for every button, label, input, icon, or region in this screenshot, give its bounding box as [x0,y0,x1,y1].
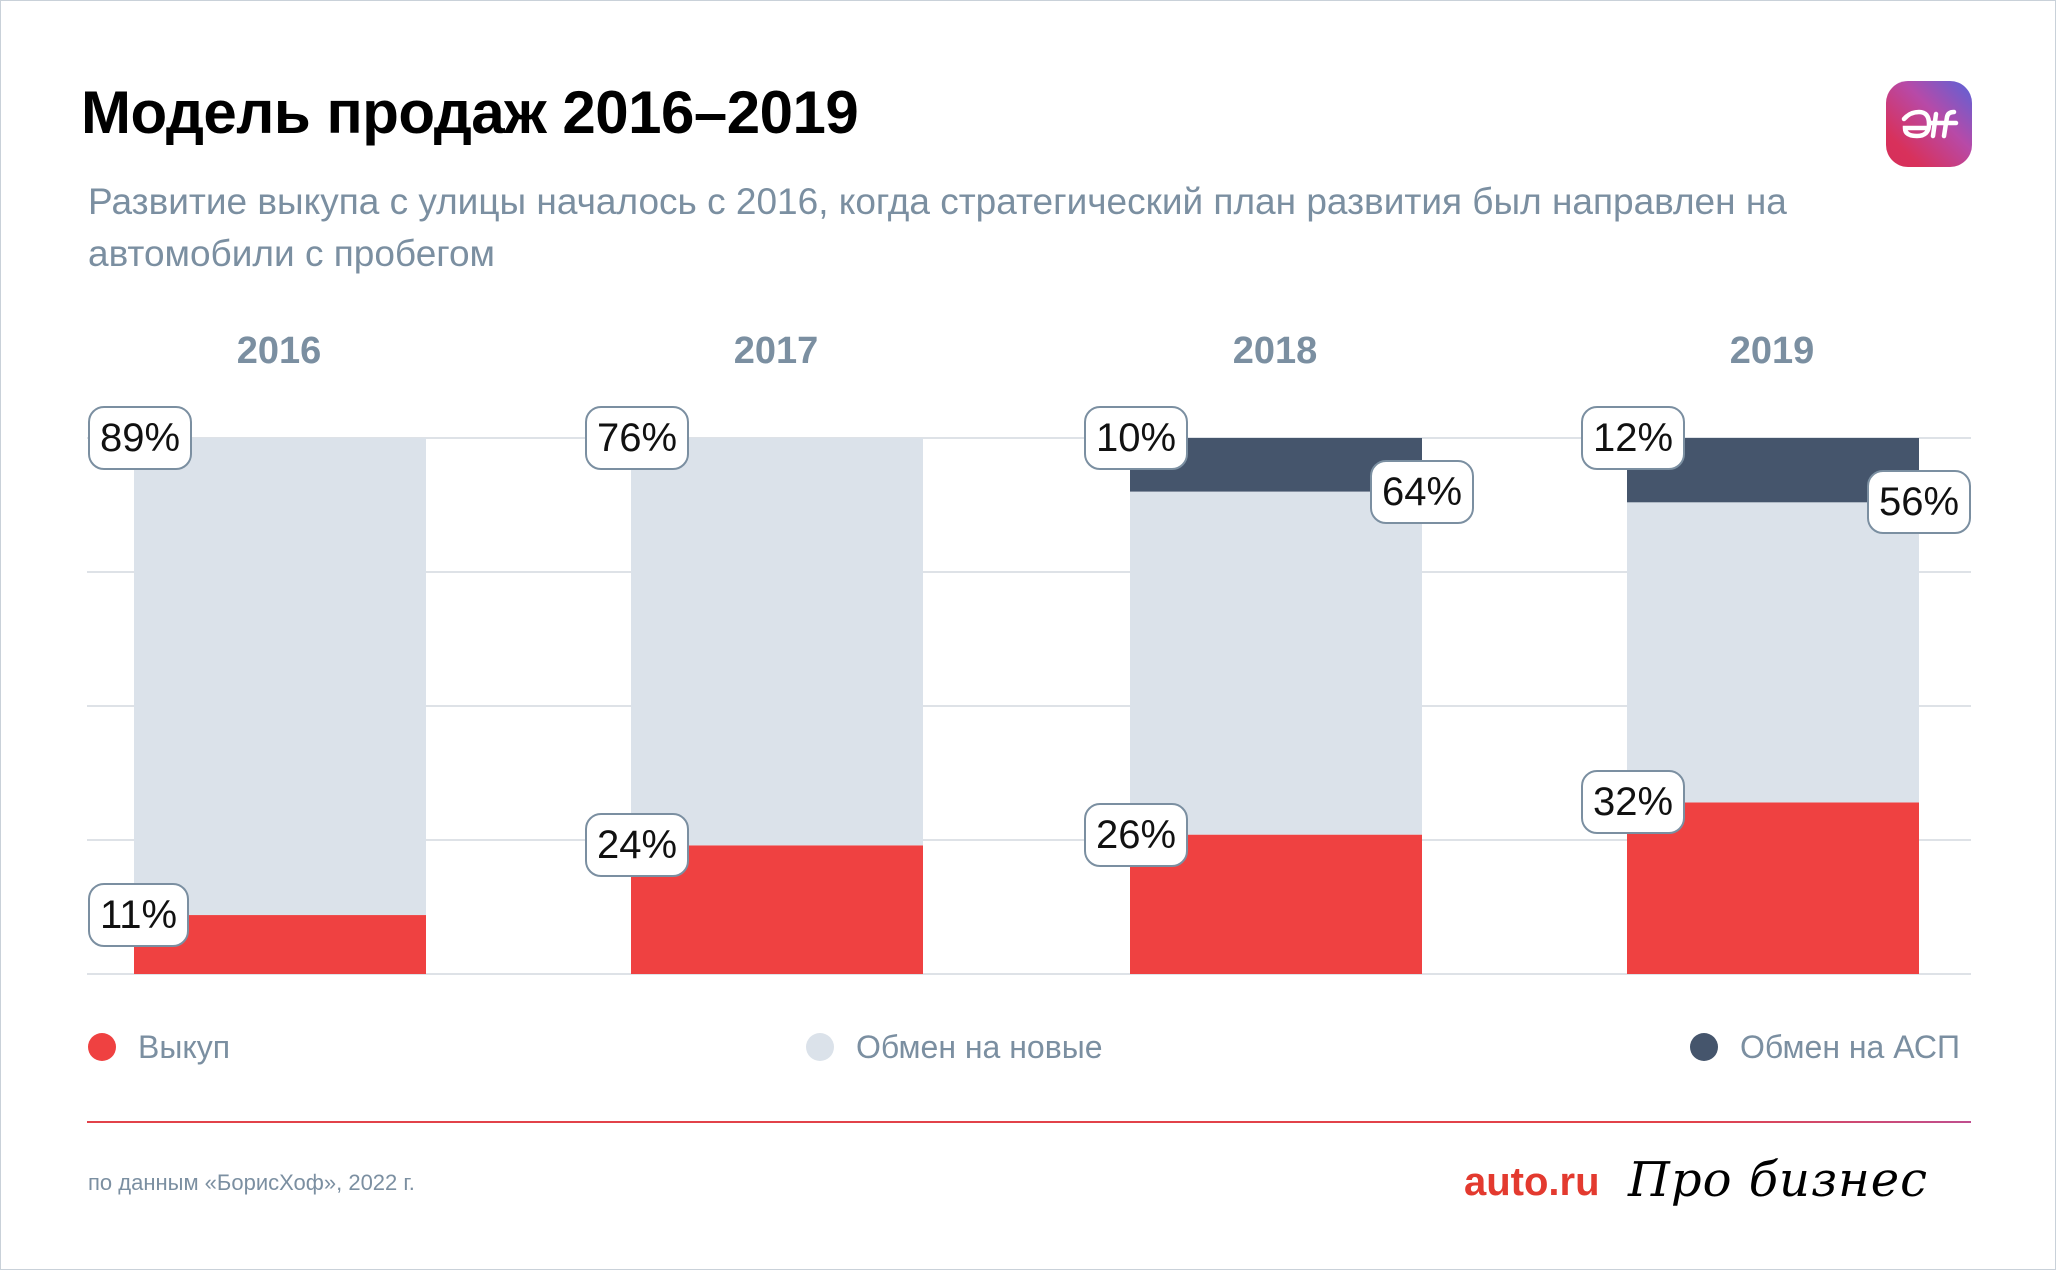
legend-dot-exchange-asp [1690,1033,1718,1061]
bar-2018-Обмен-на-новые [1130,491,1422,835]
data-label-2019-Выкуп: 32% [1581,770,1686,835]
bar-2016-Обмен-на-новые [134,438,426,916]
source-note: по данным «БорисХоф», 2022 г. [88,1170,415,1195]
legend-item-exchange-new: Обмен на новые [806,1027,1103,1067]
year-label-2017: 2017 [733,330,819,372]
data-label-2017-Обмен-на-новые: 76% [585,406,690,470]
year-label-2019: 2019 [1729,330,1815,372]
data-label-2016-Выкуп: 11% [88,883,190,948]
legend-dot-exchange-new [806,1033,834,1061]
bar-2017-Обмен-на-новые [631,438,923,846]
brand-auto-ru: auto.ru [1464,1160,1600,1204]
data-label-2017-Выкуп: 24% [585,813,690,878]
footer-divider [87,1121,1971,1123]
legend-label: Обмен на АСП [1740,1028,1960,1065]
data-label-2018-Обмен-на-АСП: 10% [1084,406,1189,470]
legend-label: Выкуп [138,1028,231,1065]
legend-item-buyout: Выкуп [88,1027,230,1067]
year-label-2016: 2016 [236,330,322,372]
data-label-2018-Выкуп: 26% [1084,802,1189,867]
data-label-2019-Обмен-на-АСП: 12% [1581,406,1686,470]
brand-pro-biznes: Про бизнес [1628,1152,1929,1208]
legend-label: Обмен на новые [856,1028,1103,1065]
data-label-2018-Обмен-на-новые: 64% [1370,459,1475,524]
data-label-2016-Обмен-на-новые: 89% [88,406,193,470]
year-label-2018: 2018 [1232,330,1318,372]
chart-subtitle: Развитие выкупа с улицы началось с 2016,… [88,181,1787,274]
legend-dot-buyout [88,1033,116,1061]
chart-title: Модель продаж 2016–2019 [81,79,859,146]
data-label-2019-Обмен-на-новые: 56% [1867,470,1972,535]
legend-item-exchange-asp: Обмен на АСП [1690,1027,1960,1067]
aif-logo-icon [1886,81,1972,167]
bar-2019-Обмен-на-новые [1627,502,1919,803]
